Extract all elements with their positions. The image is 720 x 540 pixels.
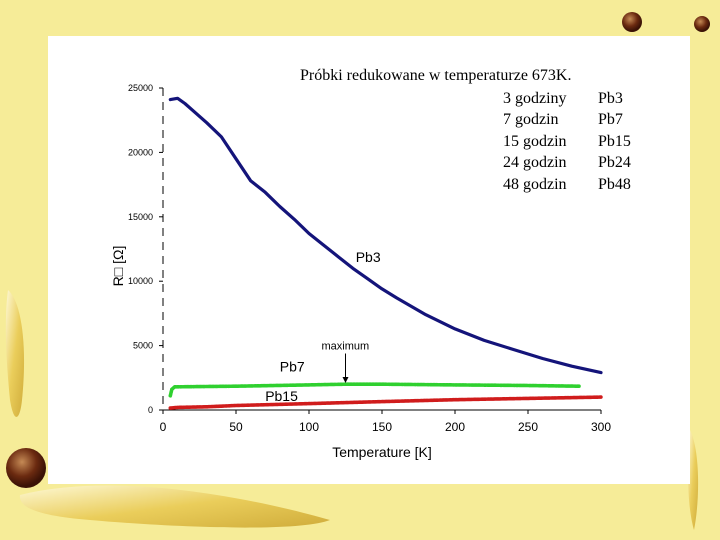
x-axis-label: Temperature [K]: [332, 444, 432, 460]
series-line-pb15: [168, 395, 603, 410]
legend-time-2: 7 godzin: [503, 111, 559, 128]
maximum-arrow-head: [342, 376, 349, 383]
x-tick-label: 50: [229, 420, 243, 434]
bead-top-right-small: [694, 16, 710, 32]
annotation-pb7: Pb7: [280, 358, 305, 374]
legend-sample-4: Pb24: [598, 154, 631, 171]
annotation-pb15: Pb15: [265, 388, 298, 404]
legend-time-5: 48 godzin: [503, 176, 567, 193]
chart-axes: [162, 88, 601, 411]
legend-sample-3: Pb15: [598, 133, 631, 150]
y-tick-label: 0: [148, 405, 153, 415]
annotation-layer: Pb3 Pb7 Pb15 maximum: [265, 249, 381, 404]
x-tick-label: 100: [299, 420, 319, 434]
slide-title: Próbki redukowane w temperaturze 673K.: [300, 67, 572, 84]
bead-bottom-left: [6, 448, 46, 488]
series-layer: [168, 96, 603, 410]
amber-shard-left: [5, 290, 25, 417]
x-tick-label: 200: [445, 420, 465, 434]
legend-time-4: 24 godzin: [503, 154, 567, 171]
slide-panel: [48, 36, 690, 484]
x-tick-label: 0: [160, 420, 167, 434]
y-tick-label: 10000: [128, 276, 153, 286]
legend-sample-5: Pb48: [598, 176, 631, 193]
amber-shard-right: [687, 430, 699, 530]
y-ticks: 0 5000 10000 15000 20000 25000: [128, 83, 163, 415]
x-ticks: 0 50 100 150 200 250 300: [160, 410, 611, 434]
legend-time-1: 3 godziny: [503, 90, 567, 107]
series-line-pb3: [168, 96, 603, 375]
y-tick-label: 25000: [128, 83, 153, 93]
y-tick-label: 5000: [133, 341, 153, 351]
series-line-pb7: [168, 382, 581, 398]
x-tick-label: 250: [518, 420, 538, 434]
y-axis-label: R□ [Ω]: [110, 246, 126, 287]
legend-sample-1: Pb3: [598, 90, 623, 107]
y-tick-label: 15000: [128, 212, 153, 222]
legend-sample-2: Pb7: [598, 111, 623, 128]
x-tick-label: 300: [591, 420, 611, 434]
annotation-pb3: Pb3: [356, 249, 381, 265]
amber-shard-bottom: [19, 485, 330, 528]
legend-time-3: 15 godzin: [503, 133, 567, 150]
y-tick-label: 20000: [128, 147, 153, 157]
x-tick-label: 150: [372, 420, 392, 434]
bead-top-right: [622, 12, 642, 32]
annotation-maximum: maximum: [322, 340, 370, 352]
